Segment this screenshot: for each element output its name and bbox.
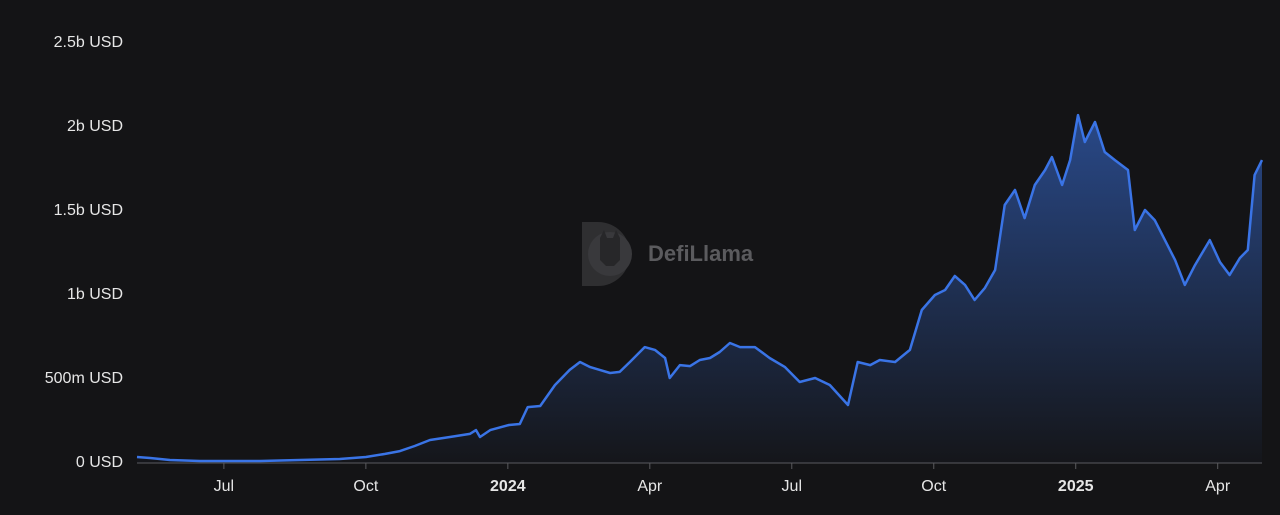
x-tick-label: Oct	[353, 478, 378, 495]
watermark-logo	[582, 222, 632, 286]
x-tick-label: Apr	[1205, 478, 1231, 495]
y-tick-label: 1.5b USD	[54, 202, 123, 219]
y-tick-label: 1b USD	[67, 286, 123, 303]
line	[136, 113, 1264, 463]
area-fill	[137, 115, 1262, 463]
x-tick-label: 2024	[490, 478, 526, 495]
x-tick-label: Jul	[782, 478, 802, 495]
watermark: DefiLlama	[648, 241, 754, 266]
y-tick-label: 2b USD	[67, 118, 123, 135]
y-tick-label: 0 USD	[76, 454, 123, 471]
y-tick-label: 2.5b USD	[54, 34, 123, 51]
x-tick-label: 2025	[1058, 478, 1094, 495]
x-tick-label: Apr	[637, 478, 663, 495]
x-tick-label: Jul	[214, 478, 234, 495]
x-tick-label: Oct	[921, 478, 946, 495]
y-tick-label: 500m USD	[45, 370, 123, 387]
